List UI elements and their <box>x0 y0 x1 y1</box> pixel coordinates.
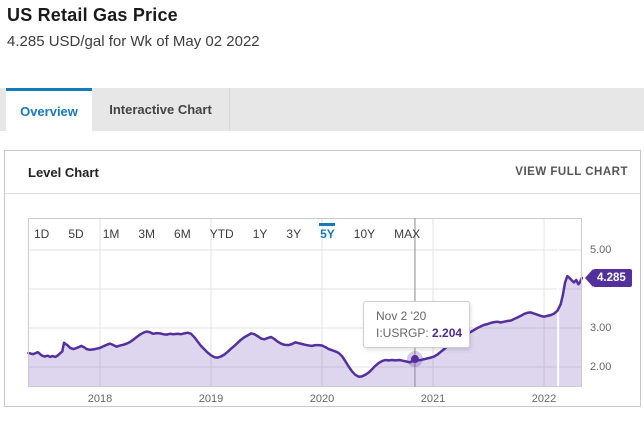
price-line <box>27 274 584 378</box>
price-area-fill <box>28 276 582 387</box>
range-button-max[interactable]: MAX <box>394 227 421 241</box>
tab-interactive-chart[interactable]: Interactive Chart <box>92 88 230 131</box>
card-header: Level Chart VIEW FULL CHART <box>5 151 640 194</box>
card-title: Level Chart <box>28 164 99 180</box>
level-chart-card: Level Chart VIEW FULL CHART 1D 5D 1M 3M 6M YT… <box>4 150 641 407</box>
badge-value: 4.285 <box>593 268 632 287</box>
page-subtitle: 4.285 USD/gal for Wk of May 02 2022 <box>7 33 260 50</box>
range-button-3m[interactable]: 3M <box>138 227 156 241</box>
tooltip-date: Nov 2 '20 <box>376 309 427 323</box>
tab-overview[interactable]: Overview <box>6 88 92 131</box>
range-selector: 1D 5D 1M 3M 6M YTD 1Y 3Y 5Y 10Y MAX <box>34 218 420 250</box>
x-axis-label-2018: 2018 <box>87 393 113 405</box>
range-button-1y[interactable]: 1Y <box>252 227 268 241</box>
tab-bar: Overview Interactive Chart <box>0 88 644 131</box>
x-axis-label-2021: 2021 <box>420 393 446 405</box>
range-button-10y[interactable]: 10Y <box>353 227 376 241</box>
tab-interactive-chart-label: Interactive Chart <box>109 102 212 117</box>
y-axis-label-5.00: 5.00 <box>590 243 612 256</box>
range-button-3y[interactable]: 3Y <box>286 227 302 241</box>
range-button-ytd[interactable]: YTD <box>209 227 234 241</box>
range-button-1m[interactable]: 1M <box>102 227 120 241</box>
range-button-1d[interactable]: 1D <box>34 227 50 241</box>
range-button-6m[interactable]: 6M <box>174 227 191 241</box>
badge-arrow-icon <box>585 268 593 287</box>
active-range-indicator <box>319 223 336 226</box>
last-value-badge: 4.285 <box>585 268 632 287</box>
plot-border <box>28 218 582 387</box>
tooltip-series: I:USRGP: 2.204 <box>376 326 469 340</box>
tab-overview-label: Overview <box>20 103 78 119</box>
page-header: US Retail Gas Price 4.285 USD/gal for Wk… <box>7 5 260 50</box>
range-button-5d[interactable]: 5D <box>68 227 84 241</box>
view-full-chart-link[interactable]: VIEW FULL CHART <box>515 166 628 178</box>
x-axis-label-2020: 2020 <box>309 393 335 405</box>
tooltip-series-label: I:USRGP: <box>376 326 429 340</box>
marker-dot <box>410 355 419 364</box>
y-axis-label-2.00: 2.00 <box>590 360 612 373</box>
x-axis-label-2019: 2019 <box>198 393 224 405</box>
chart-tooltip: Nov 2 '20 I:USRGP: 2.204 <box>363 301 470 348</box>
page-title: US Retail Gas Price <box>7 5 178 25</box>
chart-plot-area[interactable]: 1D 5D 1M 3M 6M YTD 1Y 3Y 5Y 10Y MAX <box>27 218 584 387</box>
x-axis-label-2022: 2022 <box>531 393 557 405</box>
y-axis-label-3.00: 3.00 <box>590 321 612 334</box>
range-button-5y[interactable]: 5Y <box>319 223 336 241</box>
tooltip-value: 2.204 <box>432 326 463 340</box>
